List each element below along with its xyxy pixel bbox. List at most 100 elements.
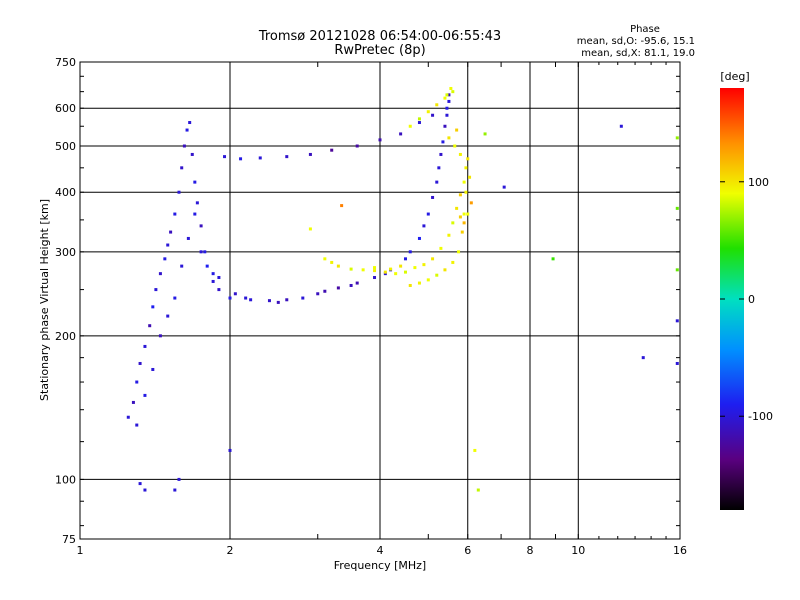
data-point (451, 221, 455, 225)
y-tick-label: 750 (55, 56, 76, 69)
data-point (422, 263, 426, 267)
data-point (373, 266, 377, 270)
data-point (443, 268, 447, 272)
data-point (441, 140, 445, 144)
data-point (383, 272, 387, 276)
data-point (460, 230, 464, 234)
data-point (464, 166, 468, 170)
data-point (138, 482, 142, 486)
data-point (355, 281, 359, 285)
data-point (449, 86, 453, 90)
data-point (285, 298, 289, 302)
data-point (473, 448, 477, 452)
data-point (394, 272, 398, 276)
data-point (417, 121, 421, 125)
data-point (453, 144, 457, 148)
data-point (431, 113, 435, 117)
data-point (135, 423, 139, 427)
data-point (462, 212, 466, 216)
data-point (233, 292, 237, 296)
data-point (180, 264, 184, 268)
data-point (131, 400, 135, 404)
data-point (447, 233, 451, 237)
y-axis-ticks: 75 100 200 300 400 500 600 750 (55, 56, 680, 546)
data-point (426, 110, 430, 114)
data-point (158, 334, 162, 338)
data-point (443, 124, 447, 128)
data-point (447, 93, 451, 97)
data-point (203, 250, 207, 254)
data-point (211, 279, 215, 283)
data-point (408, 124, 412, 128)
data-point (466, 157, 470, 161)
x-tick-label: 8 (527, 544, 534, 557)
data-point (217, 276, 221, 280)
data-point (399, 132, 403, 136)
data-point (138, 361, 142, 365)
data-point (166, 314, 170, 318)
data-points (126, 86, 679, 492)
data-point (462, 221, 466, 225)
data-point (169, 230, 173, 234)
data-point (439, 246, 443, 250)
data-point (199, 250, 203, 254)
colorbar-tick-label: 0 (748, 293, 755, 306)
data-point (468, 175, 472, 179)
data-point (389, 267, 393, 271)
data-point (458, 215, 462, 219)
data-point (143, 344, 147, 348)
data-point (308, 227, 312, 231)
data-point (435, 180, 439, 184)
phase-line-x: mean, sd,X: 81.1, 19.0 (581, 48, 695, 59)
data-point (193, 180, 197, 184)
data-point (316, 292, 320, 296)
data-point (417, 281, 421, 285)
data-point (445, 113, 449, 117)
chart-subtitle: RwPretec (8p) (334, 43, 425, 58)
data-point (355, 144, 359, 148)
data-point (417, 236, 421, 240)
data-point (158, 272, 162, 276)
y-tick-label: 400 (55, 186, 76, 199)
data-point (373, 269, 377, 273)
data-point (408, 283, 412, 287)
data-point (443, 96, 447, 100)
data-point (458, 193, 462, 197)
data-point (451, 90, 455, 94)
colorbar-ticks: 100 0 -100 (720, 176, 773, 423)
data-point (173, 296, 177, 300)
x-tick-label: 1 (77, 544, 84, 557)
data-point (217, 288, 221, 292)
data-point (435, 103, 439, 107)
data-point (502, 185, 506, 189)
data-point (445, 93, 449, 97)
data-point (166, 243, 170, 247)
colorbar-tick-label: 100 (748, 176, 769, 189)
data-point (403, 257, 407, 261)
y-tick-label: 75 (62, 533, 76, 546)
data-point (173, 488, 177, 492)
data-point (457, 250, 461, 254)
data-point (619, 124, 623, 128)
data-point (431, 257, 435, 261)
data-point (675, 206, 679, 210)
x-tick-label: 4 (377, 544, 384, 557)
data-point (373, 276, 377, 280)
data-point (163, 257, 167, 261)
data-point (195, 201, 199, 205)
data-point (185, 128, 189, 132)
colorbar-label: [deg] (720, 70, 749, 83)
y-tick-label: 100 (55, 473, 76, 486)
data-point (323, 257, 327, 261)
data-point (447, 99, 451, 103)
data-point (228, 296, 232, 300)
data-point (466, 212, 470, 216)
data-point (190, 152, 194, 156)
data-point (447, 136, 451, 140)
data-point (675, 319, 679, 323)
data-point (249, 298, 253, 302)
data-point (199, 224, 203, 228)
phase-line-o: mean, sd,O: -95.6, 15.1 (577, 36, 695, 47)
y-tick-label: 300 (55, 246, 76, 259)
data-point (399, 264, 403, 268)
